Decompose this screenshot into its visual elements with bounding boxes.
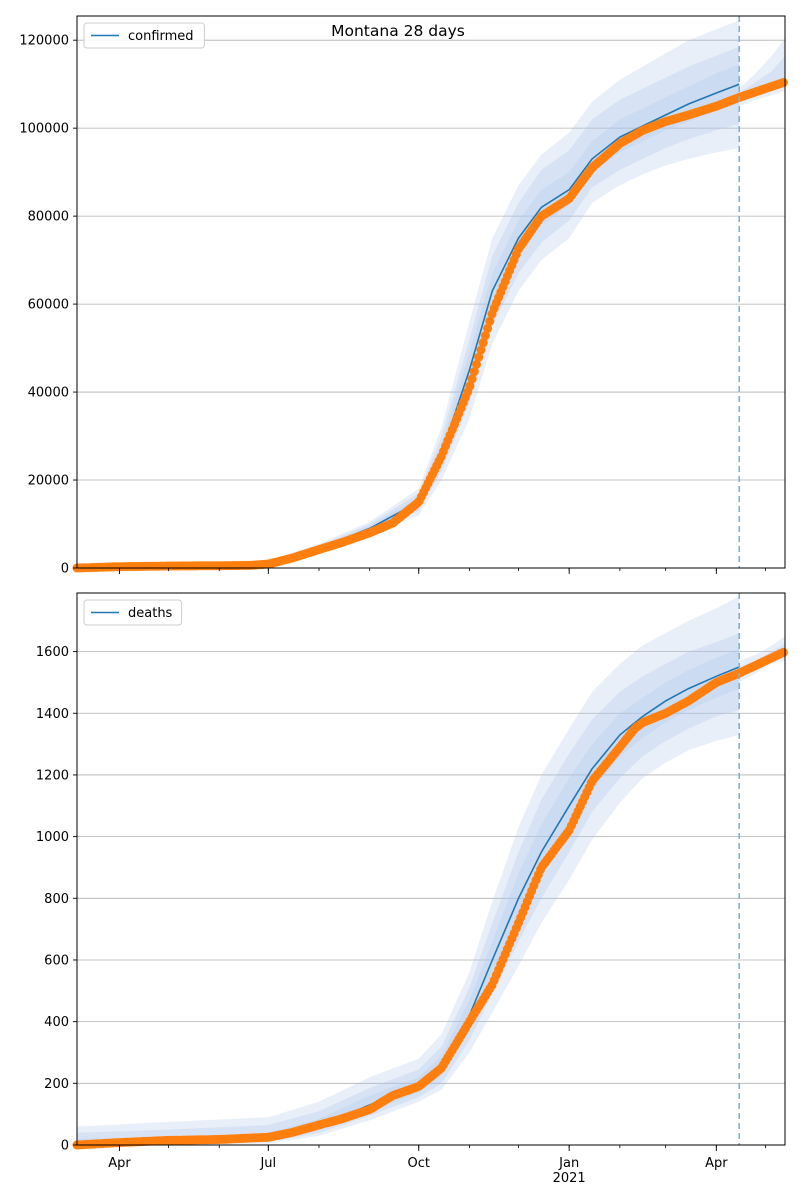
uncertainty-band bbox=[77, 633, 740, 1145]
y-tick-label: 0 bbox=[61, 1139, 69, 1154]
observed-point bbox=[778, 647, 788, 657]
legend: confirmed bbox=[83, 22, 205, 49]
x-tick-label: Jan bbox=[558, 1156, 579, 1171]
y-tick-label: 1200 bbox=[36, 768, 69, 783]
axes-frame bbox=[76, 15, 786, 569]
observed-point bbox=[467, 374, 477, 384]
uncertainty-band bbox=[77, 46, 740, 569]
observed-point bbox=[465, 381, 475, 391]
figure-title: Montana 28 days bbox=[331, 22, 465, 40]
legend-box bbox=[83, 599, 183, 626]
observed-series bbox=[72, 647, 788, 1150]
x-tick-label: Jul bbox=[259, 1156, 276, 1171]
observed-point bbox=[469, 367, 479, 377]
x-tick-label: Apr bbox=[108, 1156, 131, 1171]
legend-label: deaths bbox=[128, 606, 173, 621]
x-tick-label: Oct bbox=[407, 1156, 429, 1171]
y-tick-label: 1600 bbox=[36, 645, 69, 660]
y-tick-label: 40000 bbox=[28, 386, 69, 401]
y-tick-label: 60000 bbox=[28, 298, 69, 313]
y-tick-label: 0 bbox=[61, 562, 69, 577]
x-tick-label: Apr bbox=[705, 1156, 728, 1171]
uncertainty-band bbox=[77, 64, 740, 569]
uncertainty-band bbox=[77, 648, 740, 1145]
legend-label: confirmed bbox=[128, 29, 194, 44]
x-tick-sublabel: 2021 bbox=[553, 1171, 586, 1186]
axes-frame bbox=[76, 592, 786, 1146]
deaths-panel: 0 200 400 600 800 1000 1200 1400 1600 Apr Jul Oct Ja… bbox=[36, 592, 788, 1186]
uncertainty-band bbox=[77, 596, 740, 1145]
observed-point bbox=[472, 359, 481, 369]
observed-point bbox=[474, 352, 484, 362]
y-tick-label: 400 bbox=[44, 1015, 69, 1030]
y-tick-label: 600 bbox=[44, 953, 69, 968]
confirmed-panel: 0 20000 40000 60000 80000 100000 120000 confirm… bbox=[19, 15, 788, 577]
y-tick-label: 80000 bbox=[28, 210, 69, 225]
observed-point bbox=[480, 331, 490, 341]
uncertainty-band bbox=[77, 20, 740, 568]
observed-point bbox=[478, 338, 488, 348]
observed-point bbox=[485, 316, 495, 326]
legend-box bbox=[83, 22, 205, 49]
observed-point bbox=[483, 323, 493, 333]
y-tick-label: 100000 bbox=[19, 122, 69, 137]
observed-series bbox=[72, 78, 788, 573]
y-tick-label: 200 bbox=[44, 1077, 69, 1092]
observed-point bbox=[778, 78, 788, 87]
observed-point bbox=[476, 345, 486, 355]
y-tick-label: 120000 bbox=[19, 34, 69, 49]
y-tick-label: 800 bbox=[44, 892, 69, 907]
legend: deaths bbox=[83, 599, 183, 626]
y-tick-label: 1400 bbox=[36, 707, 69, 722]
y-tick-label: 20000 bbox=[28, 474, 69, 489]
y-tick-label: 1000 bbox=[36, 830, 69, 845]
